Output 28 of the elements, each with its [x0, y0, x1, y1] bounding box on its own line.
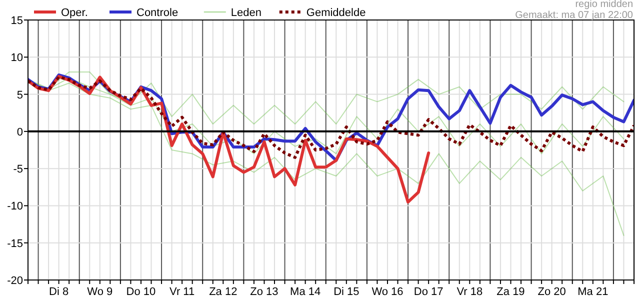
- y-tick-label: 5: [16, 89, 23, 102]
- y-tick-label: 15: [10, 15, 23, 27]
- x-tick-label: Do 17: [414, 286, 444, 298]
- x-tick-label: Zo 13: [250, 286, 278, 298]
- x-tick-label: Ma 14: [290, 286, 321, 298]
- y-tick-label: 10: [10, 52, 23, 64]
- x-tick-label: Ma 21: [578, 286, 608, 298]
- x-tick-label: Zo 20: [538, 286, 566, 298]
- x-tick-label: Di 15: [334, 286, 360, 298]
- y-tick-label: -20: [7, 275, 23, 287]
- legend-label: Controle: [136, 7, 178, 19]
- y-tick-label: 0: [16, 126, 23, 138]
- legend-label: Gemiddelde: [306, 7, 366, 19]
- y-tick-label: -15: [7, 238, 23, 250]
- x-tick-label: Za 12: [209, 286, 238, 298]
- x-tick-label: Vr 18: [456, 286, 483, 298]
- x-tick-label: Wo 16: [372, 286, 404, 298]
- annotation: Gemaakt: ma 07 jan 22:00: [515, 10, 634, 21]
- legend-label: Oper.: [61, 7, 88, 19]
- x-tick-label: Di 8: [49, 286, 69, 298]
- x-tick-label: Do 10: [126, 286, 156, 298]
- y-tick-label: -10: [7, 200, 23, 213]
- x-tick-label: Za 19: [496, 286, 525, 298]
- x-tick-label: Wo 9: [87, 286, 113, 298]
- y-tick-label: -5: [13, 164, 23, 176]
- legend-label: Leden: [230, 7, 262, 19]
- text: regio midden: [575, 0, 633, 10]
- x-tick-label: Vr 11: [170, 286, 195, 298]
